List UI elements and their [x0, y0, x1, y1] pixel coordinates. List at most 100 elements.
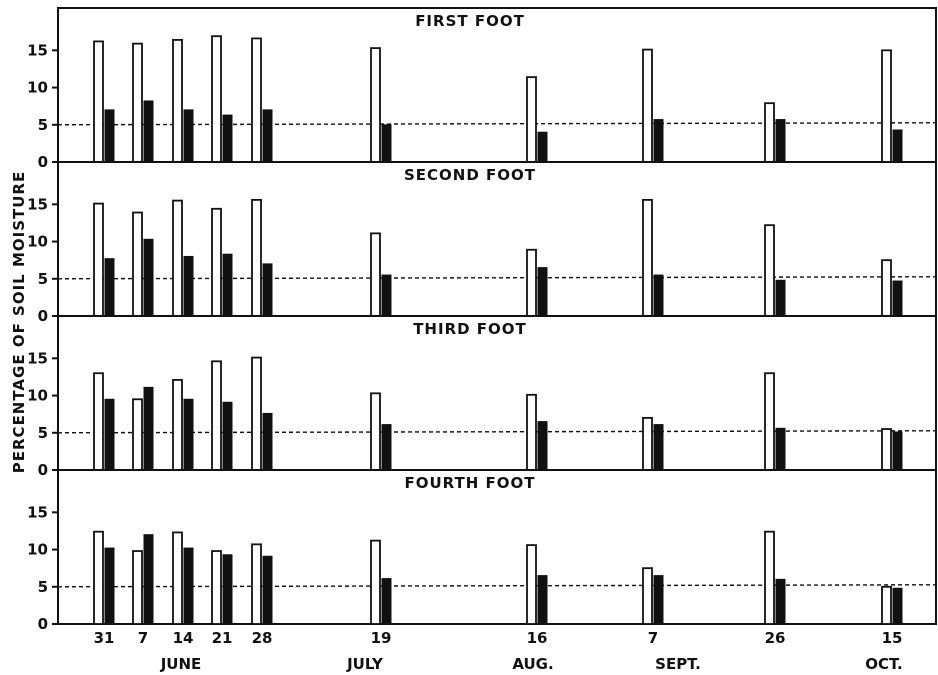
x-tick-label: 7	[138, 629, 148, 647]
bar-open	[526, 393, 537, 471]
month-label: JULY	[346, 655, 384, 673]
panel-4: FOURTH FOOT 0 5 10 15	[27, 469, 937, 633]
y-tick-label: 15	[27, 41, 48, 59]
bar-solid	[143, 238, 154, 317]
bar-open	[764, 102, 775, 163]
y-tick-label: 5	[38, 116, 48, 134]
bar-solid	[653, 119, 664, 163]
reference-line	[57, 430, 937, 434]
bar-solid	[104, 398, 115, 471]
bar-open	[642, 416, 653, 471]
bar-open	[211, 360, 222, 471]
bar-solid	[653, 575, 664, 625]
bar-open	[642, 567, 653, 625]
bar-open	[370, 47, 381, 163]
reference-line	[57, 122, 937, 126]
bar-solid	[262, 555, 273, 625]
y-tick-label: 0	[38, 615, 48, 633]
bar-solid	[892, 431, 903, 471]
panel-1: FIRST FOOT 0 5 10 15	[27, 7, 937, 171]
bar-open	[370, 539, 381, 625]
y-tick-label: 0	[38, 153, 48, 171]
bar-solid	[222, 253, 233, 317]
bar-open	[881, 428, 892, 471]
y-tick-label: 5	[38, 270, 48, 288]
bar-open	[370, 392, 381, 471]
y-tick-label: 5	[38, 424, 48, 442]
bar-solid	[183, 255, 194, 317]
bar-open	[132, 550, 143, 625]
bar-open	[642, 198, 653, 317]
bar-open	[172, 531, 183, 625]
bar-solid	[104, 547, 115, 625]
x-tick-label: 15	[882, 629, 903, 647]
bar-solid	[143, 386, 154, 471]
bar-open	[172, 199, 183, 317]
bar-open	[764, 530, 775, 625]
x-tick-label: 28	[252, 629, 273, 647]
y-tick-label: 15	[27, 195, 48, 213]
bar-open	[642, 48, 653, 163]
bar-solid	[537, 575, 548, 625]
bar-solid	[381, 124, 392, 163]
bar-open	[172, 379, 183, 471]
bar-open	[132, 42, 143, 163]
bar-solid	[222, 554, 233, 625]
bar-open	[93, 372, 104, 471]
x-tick-label: 19	[371, 629, 392, 647]
panel-title: THIRD FOOT	[413, 320, 527, 338]
y-tick-label: 10	[27, 233, 48, 251]
bar-open	[172, 39, 183, 163]
bar-solid	[104, 109, 115, 163]
bar-open	[251, 37, 262, 163]
bar-solid	[104, 258, 115, 317]
panel-frame	[57, 469, 937, 625]
x-tick-label: 7	[648, 629, 658, 647]
x-tick-label: 31	[94, 629, 115, 647]
bar-solid	[775, 279, 786, 317]
bar-open	[526, 248, 537, 317]
y-tick-label: 10	[27, 79, 48, 97]
panel-2: SECOND FOOT 0 5 10 15	[27, 161, 937, 325]
bar-solid	[183, 547, 194, 625]
x-axis: 31 7 14 21 28 19 16 7 26 15 JUNE JULY AUG. SEPT. OCT.	[94, 629, 903, 673]
bar-open	[251, 543, 262, 625]
y-tick-label: 5	[38, 578, 48, 596]
panel-title: FOURTH FOOT	[404, 474, 535, 492]
bar-solid	[381, 424, 392, 471]
x-tick-label: 14	[173, 629, 194, 647]
y-axis-label: PERCENTAGE OF SOIL MOISTURE	[10, 171, 28, 473]
bar-open	[93, 202, 104, 317]
bar-solid	[143, 534, 154, 625]
bar-solid	[262, 412, 273, 471]
bar-open	[251, 198, 262, 317]
bar-solid	[222, 401, 233, 471]
bar-open	[251, 356, 262, 471]
bar-open	[93, 40, 104, 163]
bar-open	[881, 259, 892, 317]
bar-solid	[775, 427, 786, 471]
y-tick-label: 10	[27, 541, 48, 559]
month-label: JUNE	[160, 655, 202, 673]
bar-solid	[537, 421, 548, 471]
bar-open	[93, 530, 104, 625]
bar-open	[764, 372, 775, 471]
bar-open	[132, 398, 143, 471]
bar-open	[132, 211, 143, 317]
bar-open	[211, 550, 222, 625]
bar-solid	[381, 274, 392, 317]
panel-title: SECOND FOOT	[404, 166, 536, 184]
month-label: AUG.	[512, 655, 553, 673]
bar-solid	[183, 109, 194, 163]
y-tick-label: 15	[27, 349, 48, 367]
x-tick-label: 26	[765, 629, 786, 647]
bar-open	[526, 76, 537, 163]
x-tick-label: 21	[212, 629, 233, 647]
bar-solid	[262, 109, 273, 163]
chart-panels: FIRST FOOT 0 5 10 15 SECOND FOOT 0 5 10 15 THIRD F…	[27, 7, 937, 633]
panel-title: FIRST FOOT	[415, 12, 525, 30]
bar-open	[211, 35, 222, 163]
bar-solid	[143, 100, 154, 163]
bar-open	[370, 232, 381, 317]
